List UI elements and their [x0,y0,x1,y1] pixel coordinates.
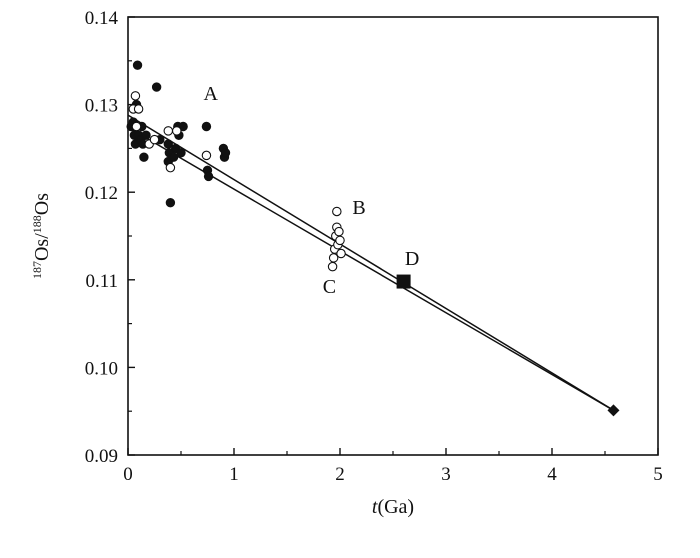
y-tick-label: 0.13 [85,96,118,117]
filled-circle-point [176,148,186,158]
y-axis-ticks: 0.09 0.10 0.11 0.12 0.13 0.14 [85,8,135,467]
open-circle-point [172,126,182,136]
x-tick-label: 3 [441,464,451,485]
open-circle-point [336,248,346,259]
x-tick-label: 1 [229,464,239,485]
x-tick-label: 5 [653,464,663,485]
filled-circle-point [201,121,212,132]
open-circle-point [332,206,342,217]
annotation-a: A [203,83,218,105]
open-circle-point [165,162,176,173]
open-circle-point [163,126,174,136]
y-tick-label: 0.12 [85,183,118,204]
filled-circle-point [151,82,162,92]
regression-line [127,126,614,411]
open-circle-point [131,121,142,132]
annotations: A B C D [203,83,419,298]
y-tick-label: 0.09 [85,446,118,467]
filled-circle-point [168,152,179,162]
open-circle-point [327,261,338,272]
filled-circle-point [141,130,151,140]
open-circle-point [133,104,144,114]
filled-circle-point [220,148,231,158]
filled-square-point [396,274,411,289]
regression-lines [127,114,614,411]
annotation-c: C [323,276,336,298]
filled-circle-point [163,139,173,149]
filled-circle-point [165,198,176,208]
filled-circle-point [132,60,143,70]
open-circle-point [334,226,344,237]
x-axis-ticks: 0 1 2 3 4 5 [123,448,663,485]
y-tick-label: 0.10 [85,358,118,379]
open-circle-point [149,134,160,145]
data-points [126,60,620,417]
y-tick-label: 0.11 [85,271,118,292]
regression-line [127,114,614,411]
open-circle-point [130,91,141,101]
x-tick-label: 4 [547,464,557,485]
x-tick-label: 0 [123,464,133,485]
annotation-b: B [352,197,365,219]
x-axis-title: t(Ga) [372,496,414,518]
filled-circle-point [203,171,214,182]
filled-circle-point [178,121,188,132]
open-circle-point [335,235,345,246]
y-tick-label: 0.14 [85,8,119,29]
open-circle-point [201,150,212,161]
filled-circle-point [139,152,149,162]
x-tick-label: 2 [335,464,345,485]
filled-diamond-point [607,404,620,417]
annotation-d: D [405,248,419,270]
y-axis-title: 187Os/188Os [30,193,53,279]
